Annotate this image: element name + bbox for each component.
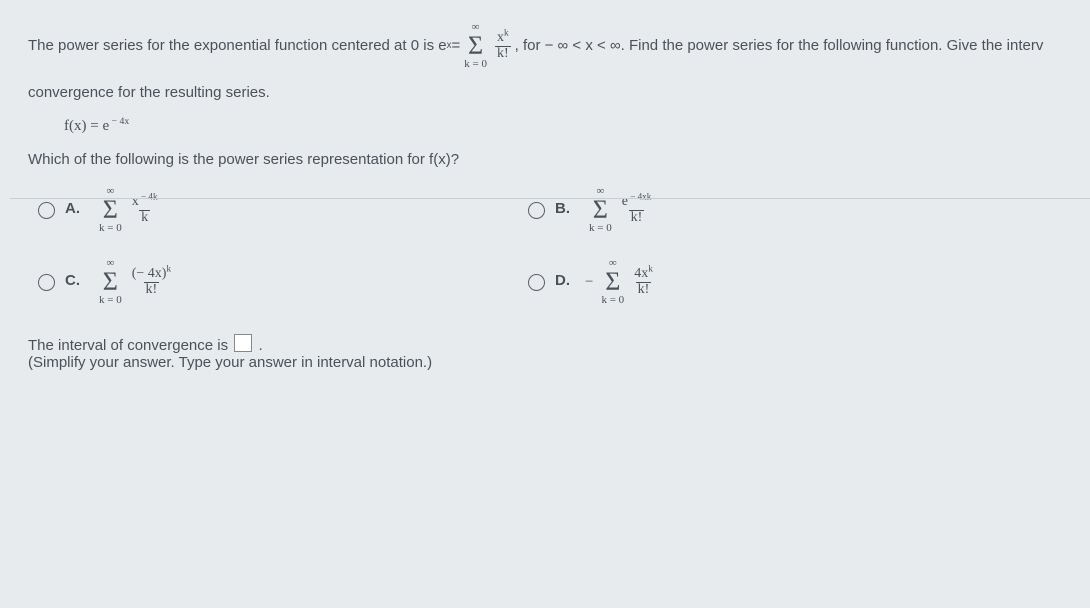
choice-c-label: C. bbox=[65, 272, 85, 289]
choice-d[interactable]: D. − ∞ Σ k = 0 4xk k! bbox=[528, 258, 978, 306]
sigma-lower: k = 0 bbox=[601, 295, 624, 306]
fx-sup: − 4x bbox=[109, 116, 129, 127]
choice-a[interactable]: A. ∞ Σ k = 0 x − 4k k bbox=[38, 186, 488, 234]
den: k! bbox=[144, 282, 160, 298]
interval-input[interactable] bbox=[234, 334, 252, 352]
interval-text-1b: . bbox=[258, 337, 262, 354]
problem-stem: The power series for the exponential fun… bbox=[28, 22, 1070, 137]
radio-icon[interactable] bbox=[528, 202, 545, 219]
stem-frac-num: xk bbox=[495, 31, 511, 46]
num-base: x bbox=[497, 30, 504, 45]
sigma-lower: k = 0 bbox=[589, 223, 612, 234]
stem-line-2: convergence for the resulting series. bbox=[28, 82, 1070, 105]
sigma-symbol: Σ bbox=[593, 197, 608, 223]
interval-text-1: The interval of convergence is bbox=[28, 337, 232, 354]
choice-d-label: D. bbox=[555, 272, 575, 289]
divider bbox=[10, 198, 1090, 199]
choice-d-math: − ∞ Σ k = 0 4xk k! bbox=[585, 258, 659, 306]
num-base: (− 4x) bbox=[132, 266, 167, 281]
interval-line-2: (Simplify your answer. Type your answer … bbox=[28, 354, 1070, 371]
num-sup: k bbox=[504, 27, 509, 37]
sigma-symbol: Σ bbox=[605, 269, 620, 295]
sigma-lower: k = 0 bbox=[464, 59, 487, 70]
fx-base: f(x) = e bbox=[64, 118, 109, 134]
den: k! bbox=[636, 282, 652, 298]
stem-line-1: The power series for the exponential fun… bbox=[28, 22, 1070, 70]
sigma-lower: k = 0 bbox=[99, 295, 122, 306]
radio-icon[interactable] bbox=[38, 274, 55, 291]
num-sup: − 4xk bbox=[628, 191, 651, 201]
stem-text-1: The power series for the exponential fun… bbox=[28, 35, 447, 58]
num-base: x bbox=[132, 194, 139, 209]
choice-a-math: ∞ Σ k = 0 x − 4k k bbox=[95, 186, 164, 234]
choice-c[interactable]: C. ∞ Σ k = 0 (− 4x)k k! bbox=[38, 258, 488, 306]
stem-eq: = bbox=[451, 35, 460, 58]
num-sup: k bbox=[648, 263, 653, 273]
sigma-lower: k = 0 bbox=[99, 223, 122, 234]
interval-line-1: The interval of convergence is . bbox=[28, 334, 1070, 354]
stem-text-2: , for − ∞ < x < ∞. Find the power series… bbox=[515, 35, 1044, 58]
question-prompt: Which of the following is the power seri… bbox=[28, 151, 1070, 168]
num-sup: − 4k bbox=[139, 191, 158, 201]
den: k bbox=[139, 210, 150, 226]
radio-icon[interactable] bbox=[528, 274, 545, 291]
radio-icon[interactable] bbox=[38, 202, 55, 219]
choice-b-math: ∞ Σ k = 0 e − 4xk k! bbox=[585, 186, 657, 234]
num-sup: k bbox=[166, 263, 171, 273]
choice-b-label: B. bbox=[555, 200, 575, 217]
choice-b[interactable]: B. ∞ Σ k = 0 e − 4xk k! bbox=[528, 186, 978, 234]
num-base: 4x bbox=[634, 266, 648, 281]
sigma-symbol: Σ bbox=[103, 197, 118, 223]
sigma-symbol: Σ bbox=[103, 269, 118, 295]
stem-frac-den: k! bbox=[495, 46, 511, 62]
stem-fraction: xk k! bbox=[495, 31, 511, 61]
sigma-symbol: Σ bbox=[468, 33, 483, 59]
choice-a-label: A. bbox=[65, 200, 85, 217]
fx-definition: f(x) = e − 4x bbox=[64, 115, 1070, 138]
interval-prompt: The interval of convergence is . (Simpli… bbox=[28, 334, 1070, 371]
leading-minus: − bbox=[585, 274, 593, 291]
choice-c-math: ∞ Σ k = 0 (− 4x)k k! bbox=[95, 258, 177, 306]
answer-choices: A. ∞ Σ k = 0 x − 4k k B. ∞ Σ k bbox=[38, 186, 978, 306]
den: k! bbox=[629, 210, 645, 226]
stem-sigma: ∞ Σ k = 0 bbox=[464, 22, 487, 70]
